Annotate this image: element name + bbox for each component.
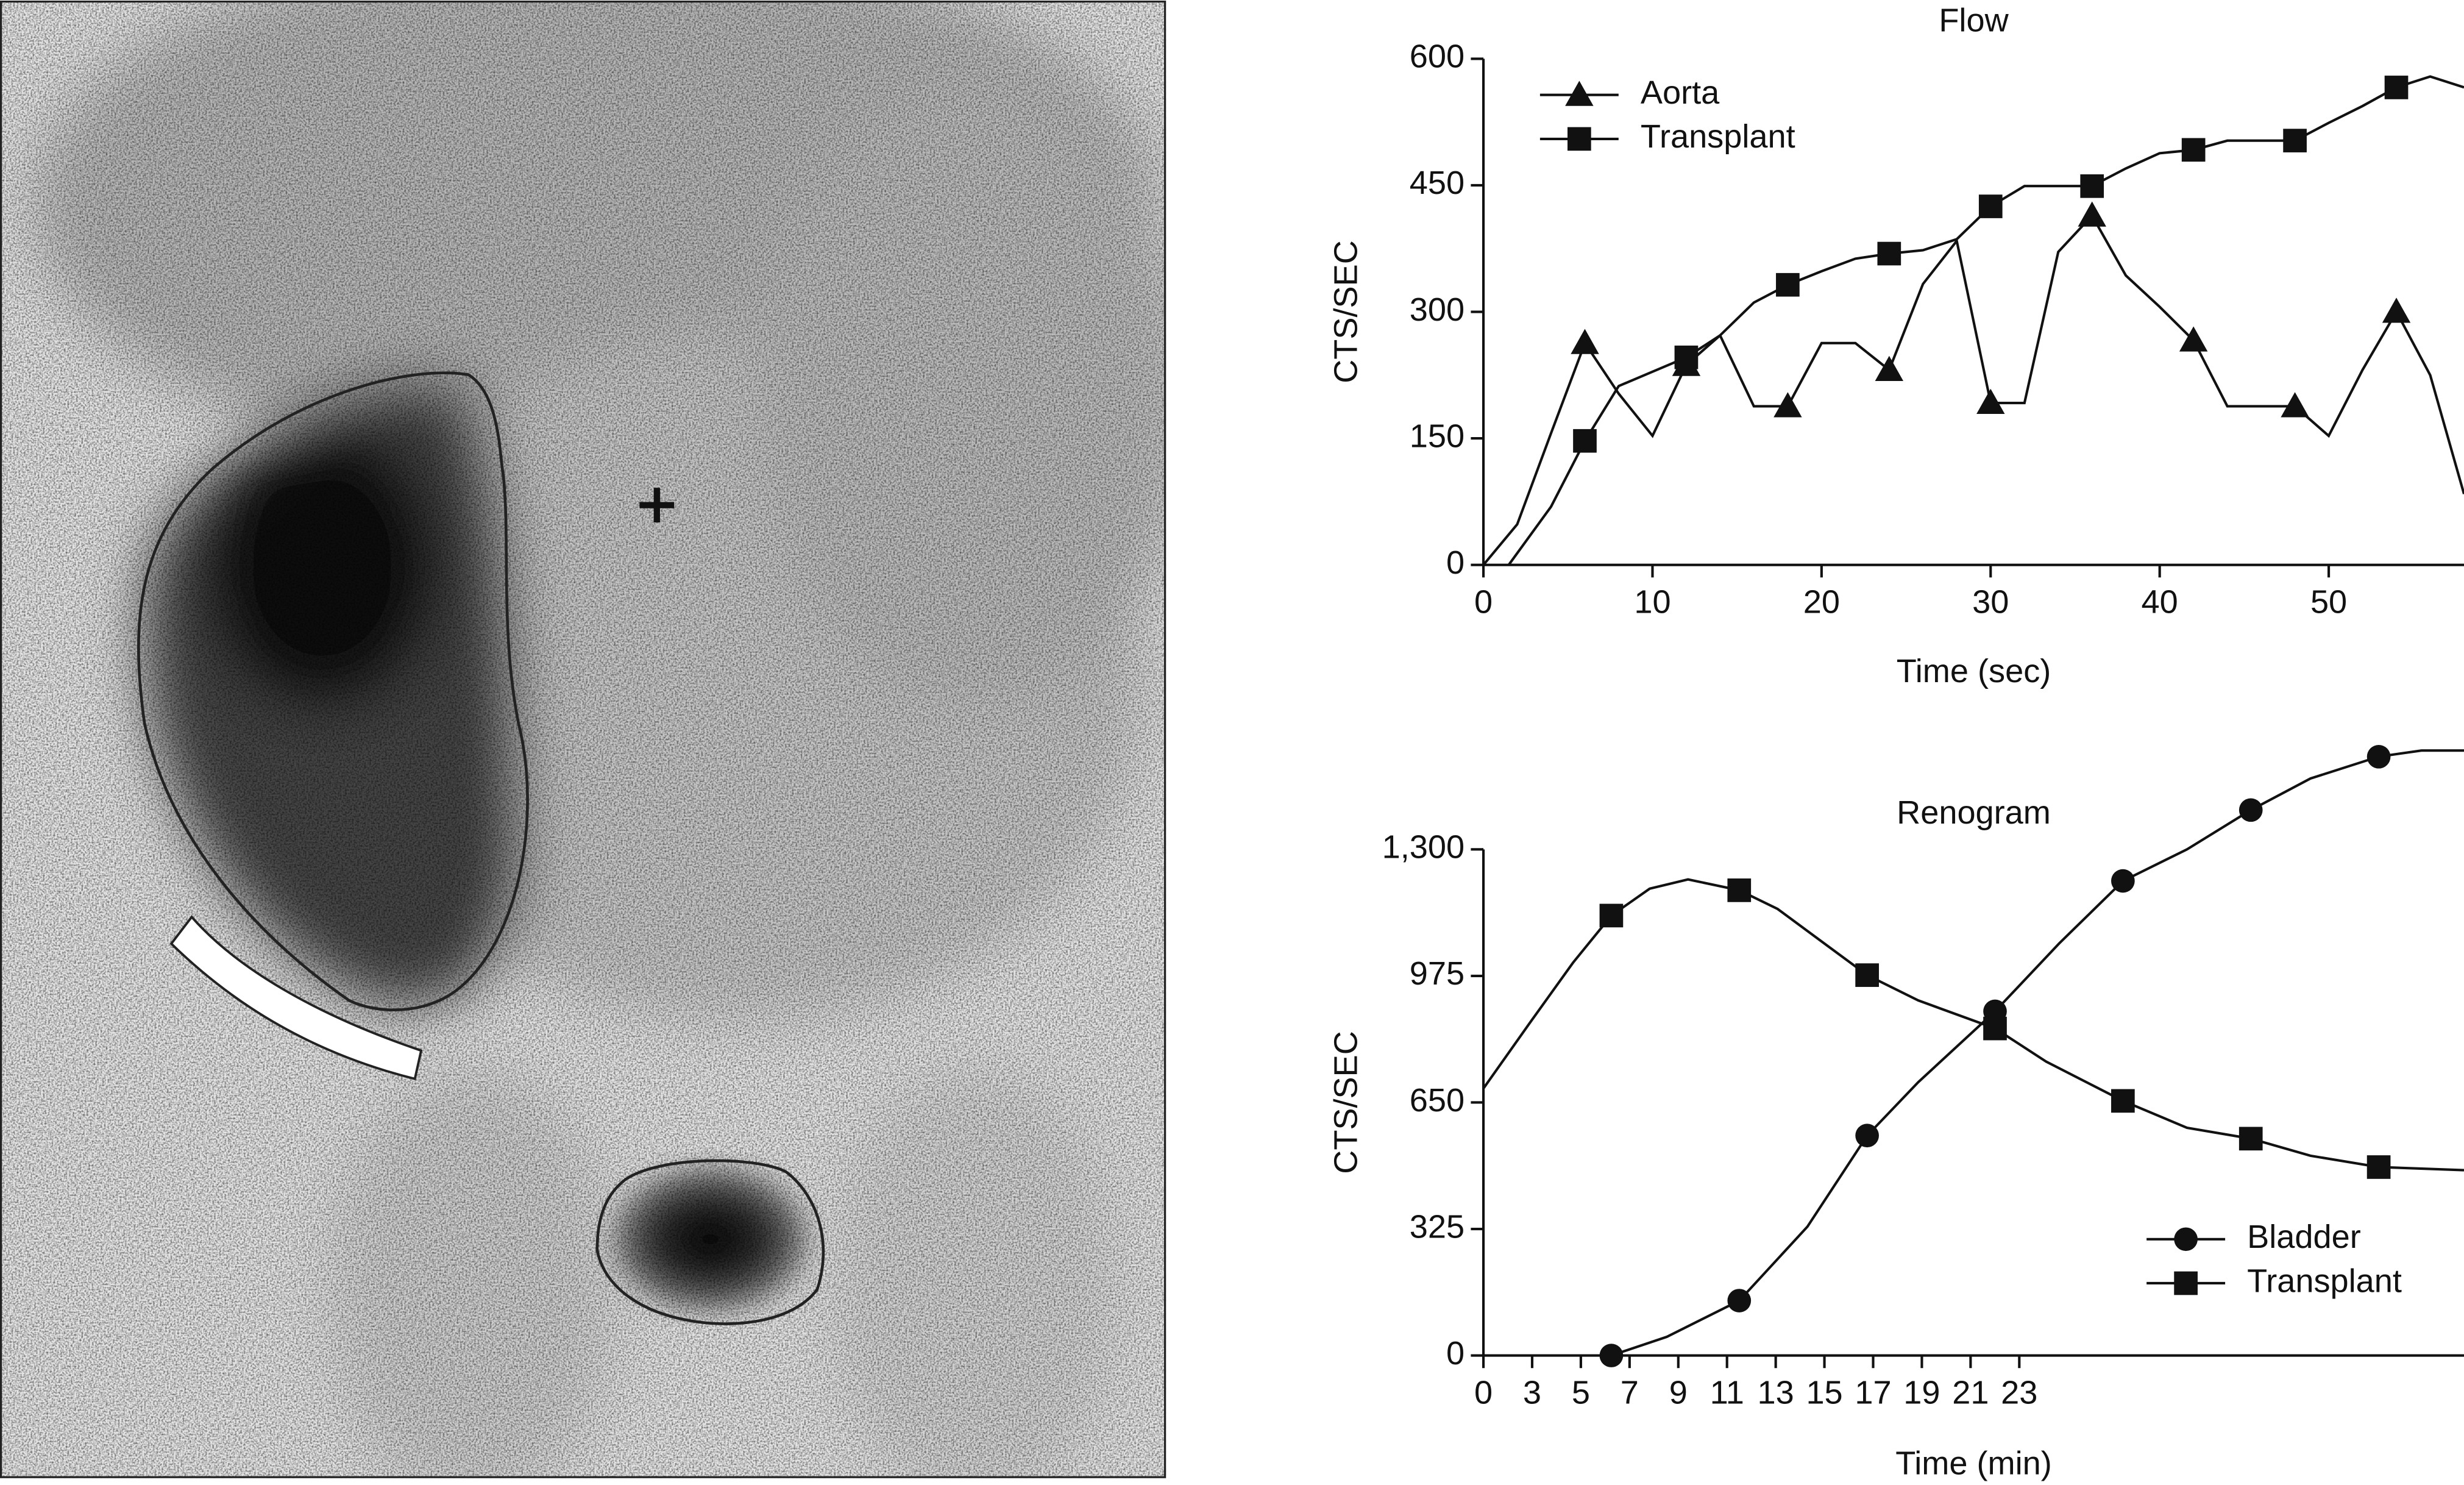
marker-circle <box>2239 798 2263 822</box>
marker-triangle <box>2179 326 2208 352</box>
y-tick-label: 975 <box>1410 955 1465 992</box>
y-tick-label: 1,300 <box>1382 829 1465 866</box>
marker-square <box>1727 878 1752 902</box>
marker-square <box>1599 903 1624 928</box>
y-tick-label: 450 <box>1410 165 1465 201</box>
marker-square <box>1855 963 1879 987</box>
legend-label: Transplant <box>1641 118 1795 155</box>
marker-square <box>2111 1089 2135 1113</box>
marker-triangle <box>2382 297 2411 323</box>
legend-label: Aorta <box>1641 74 1720 111</box>
marker-square <box>1983 1016 2007 1041</box>
marker-triangle <box>1875 355 1904 382</box>
marker-square <box>2239 1127 2263 1151</box>
marker-square <box>1776 272 1800 297</box>
y-tick-label: 650 <box>1410 1082 1465 1119</box>
x-tick-label: 3 <box>1523 1374 1541 1411</box>
x-tick-label: 20 <box>1803 583 1840 620</box>
x-tick-label: 17 <box>1855 1374 1891 1411</box>
marker-square <box>1877 241 1901 266</box>
marker-circle <box>1599 1344 1624 1367</box>
y-tick-label: 150 <box>1410 418 1465 454</box>
series-line <box>1482 213 2464 566</box>
legend-marker <box>2174 1271 2198 1295</box>
marker-circle <box>1855 1124 1879 1148</box>
marker-square <box>2080 174 2104 198</box>
marker-square <box>2366 1155 2391 1179</box>
x-tick-label: 19 <box>1903 1374 1940 1411</box>
marker-square <box>1573 429 1597 453</box>
marker-square <box>1978 194 2003 218</box>
y-axis-label: CTS/SEC <box>1328 1031 1365 1174</box>
legend-marker <box>1567 127 1591 151</box>
x-tick-label: 15 <box>1806 1374 1842 1411</box>
marker-triangle <box>1976 388 2005 415</box>
marker-circle <box>1727 1289 1752 1312</box>
legend-label: Bladder <box>2247 1219 2361 1255</box>
x-tick-label: 9 <box>1669 1374 1688 1411</box>
legend-marker <box>1565 80 1594 106</box>
marker-circle <box>2366 744 2391 769</box>
y-tick-label: 325 <box>1410 1208 1465 1245</box>
x-tick-label: 11 <box>1710 1374 1744 1411</box>
legend-label: Transplant <box>2247 1262 2402 1299</box>
marker-square <box>1674 345 1699 369</box>
y-tick-label: 0 <box>1446 544 1465 581</box>
y-tick-label: 600 <box>1410 38 1465 75</box>
y-tick-label: 300 <box>1410 291 1465 328</box>
legend-marker <box>2174 1227 2198 1252</box>
x-tick-label: 5 <box>1572 1374 1590 1411</box>
y-tick-label: 0 <box>1446 1335 1465 1372</box>
marker-square <box>2283 129 2307 152</box>
chart-title: Flow <box>1939 2 2009 38</box>
chart-title: Renogram <box>1897 794 2051 831</box>
x-tick-label: 13 <box>1758 1374 1794 1411</box>
marker-circle <box>2111 869 2135 893</box>
x-tick-label: 50 <box>2310 583 2347 620</box>
marker-triangle <box>1571 329 1599 354</box>
marker-triangle <box>2281 392 2309 418</box>
x-tick-label: 23 <box>2001 1374 2037 1411</box>
marker-square <box>2181 138 2206 162</box>
x-tick-label: 0 <box>1474 1374 1493 1411</box>
x-axis-label: Time (sec) <box>1897 653 2051 689</box>
x-tick-label: 0 <box>1474 583 1493 620</box>
x-tick-label: 21 <box>1952 1374 1989 1411</box>
scintigraphy-image <box>0 0 1166 1478</box>
marker-square <box>2384 76 2409 99</box>
x-tick-label: 30 <box>1972 583 2009 620</box>
x-tick-label: 7 <box>1621 1374 1639 1411</box>
x-axis-label: Time (min) <box>1895 1445 2052 1481</box>
marker-triangle <box>1773 392 1802 418</box>
x-tick-label: 40 <box>2142 583 2178 620</box>
series-line <box>1482 878 2464 1172</box>
marker-triangle <box>2078 201 2106 227</box>
y-axis-label: CTS/SEC <box>1328 240 1365 383</box>
series-line <box>1611 749 2464 1357</box>
x-tick-label: 10 <box>1634 583 1670 620</box>
